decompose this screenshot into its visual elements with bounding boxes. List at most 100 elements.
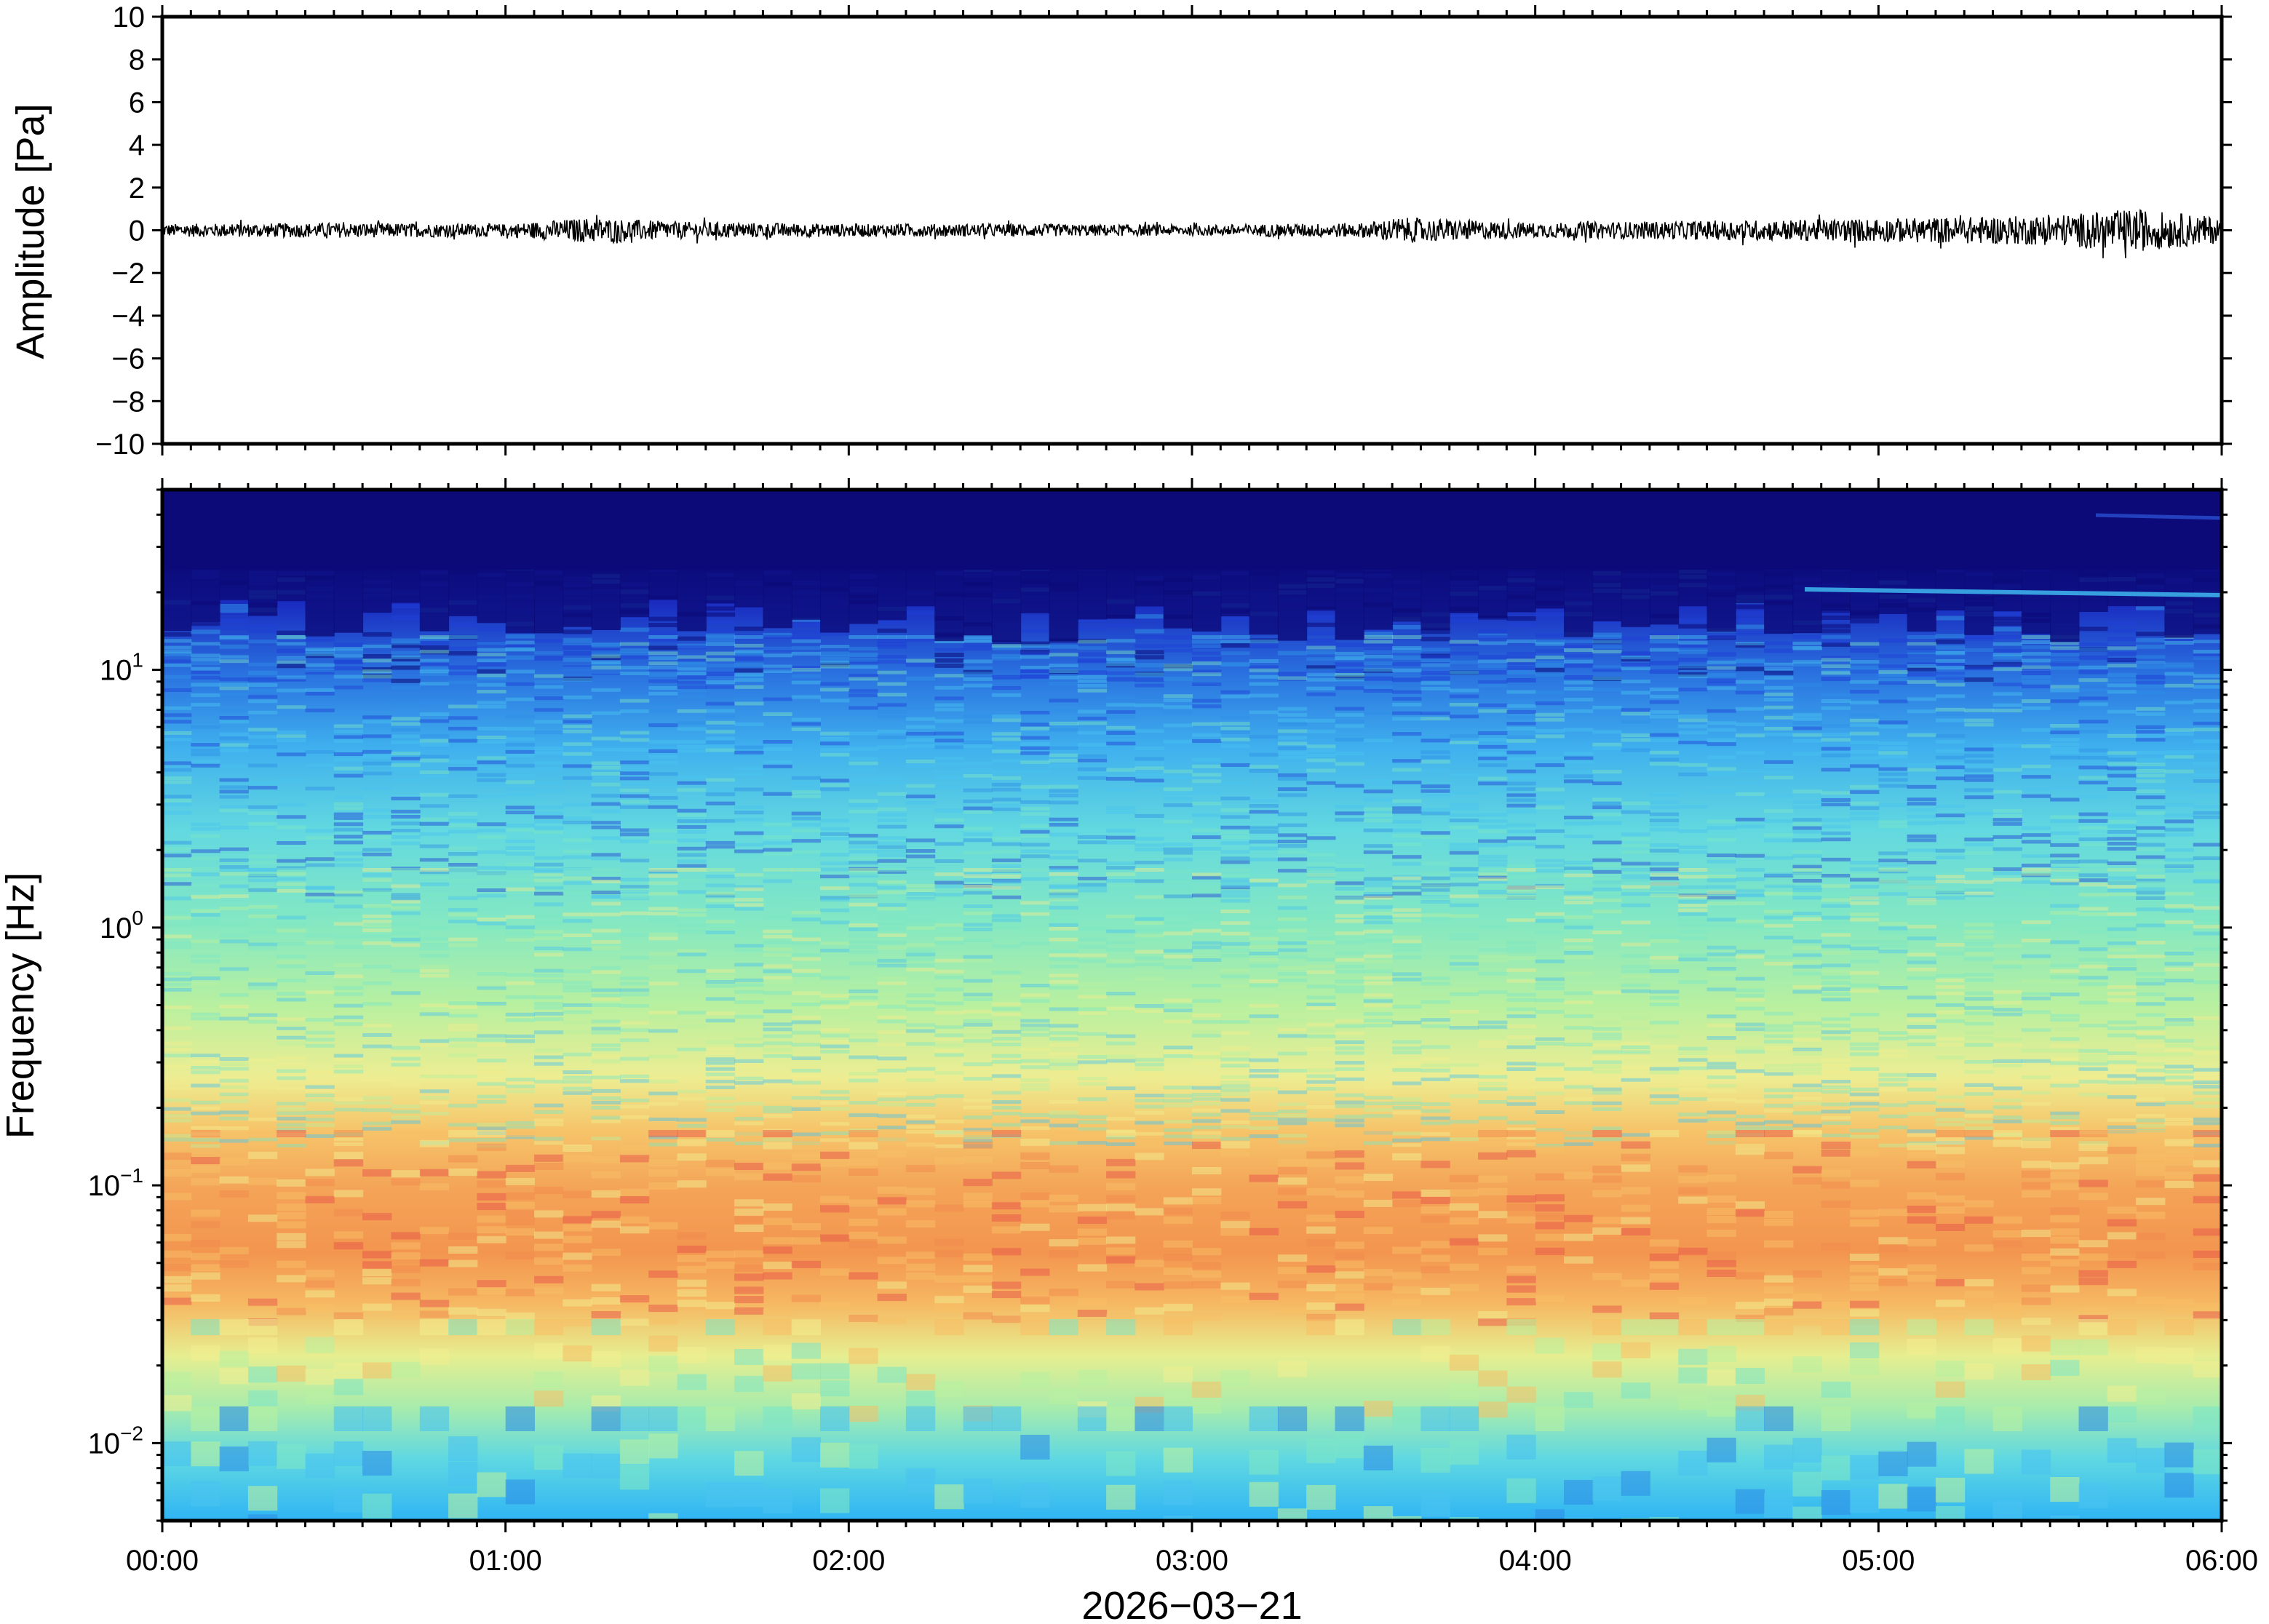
spectrogram-cell	[734, 1141, 764, 1145]
spectrogram-cell	[2136, 730, 2166, 734]
spectrogram-cell	[1420, 1189, 1450, 1197]
spectrogram-cell	[333, 893, 364, 897]
spectrogram-cell	[1478, 813, 1508, 817]
spectrogram-cell	[1907, 650, 1936, 654]
spectrogram-cell	[1821, 693, 1851, 697]
spectrogram-cell	[1163, 664, 1193, 668]
spectrogram-cell	[705, 1302, 736, 1310]
spectrogram-cell	[1992, 692, 2022, 696]
spectrogram-cell	[934, 745, 964, 749]
spectrogram-cell	[477, 926, 506, 930]
spectrogram-cell	[2050, 1061, 2080, 1065]
spectrogram-cell	[934, 872, 964, 877]
spectrogram-cell	[1592, 898, 1622, 902]
spectrogram-cell	[991, 1007, 1022, 1011]
spectrogram-cell	[1392, 1246, 1422, 1254]
spectrogram-cell	[1878, 803, 1908, 808]
spectrogram-cell	[1392, 1010, 1422, 1014]
spectrogram-cell	[333, 802, 364, 806]
spectrogram-cell	[1020, 669, 1050, 674]
spectrogram-cell	[1621, 1153, 1650, 1161]
spectrogram-cell	[877, 670, 907, 674]
spectrogram-cell	[591, 821, 621, 825]
spectrogram-cell	[1735, 1272, 1765, 1280]
spectrogram-cell	[219, 881, 249, 885]
spectrogram-cell	[2050, 1236, 2080, 1244]
spectrogram-cell	[1850, 690, 1880, 694]
spectrogram-cell	[2164, 1064, 2194, 1069]
spectrogram-cell	[2136, 978, 2166, 982]
spectrogram-cell	[877, 807, 907, 811]
spectrogram-cell	[2078, 826, 2108, 830]
spectrogram-cell	[849, 1002, 878, 1006]
spectrogram-cell	[1964, 1022, 1994, 1026]
spectrogram-cell	[2193, 1117, 2222, 1121]
spectrogram-cell	[1420, 1116, 1450, 1121]
spectrogram-cell	[934, 884, 964, 888]
spectrogram-cell	[1106, 639, 1136, 643]
spectrogram-cell	[2107, 658, 2137, 662]
spectrogram-cell	[448, 858, 478, 862]
spectrogram-cell	[1020, 806, 1050, 811]
spectrogram-cell	[705, 974, 736, 979]
spectrogram-cell	[591, 970, 621, 974]
spectrogram-cell	[1821, 893, 1851, 898]
spectrogram-cell	[2050, 868, 2080, 872]
spectrogram-cell	[1220, 850, 1250, 854]
spectrogram-cell	[1764, 760, 1794, 764]
spectrogram-cell	[2136, 655, 2166, 659]
spectrogram-cell	[305, 1038, 335, 1042]
spectrogram-cell	[1106, 1006, 1136, 1011]
spectrogram-cell	[820, 655, 850, 658]
spectrogram-cell	[877, 927, 907, 931]
spectrogram-cell	[362, 1101, 392, 1105]
spectrogram-cell	[963, 1275, 993, 1283]
spectrogram-cell	[591, 650, 621, 655]
spectrogram-cell	[1621, 942, 1650, 947]
spectrogram-cell	[991, 769, 1022, 773]
spectrogram-cell	[1649, 934, 1680, 939]
spectrogram-cell	[534, 747, 564, 751]
spectrogram-cell	[905, 1042, 936, 1046]
spectrogram-cell	[1335, 811, 1364, 816]
spectrogram-cell	[1935, 718, 1966, 723]
spectrogram-cell	[1678, 899, 1708, 904]
spectrogram-cell	[1850, 912, 1880, 917]
spectrogram-cell	[277, 1076, 306, 1080]
spectrogram-cell	[1392, 1200, 1422, 1207]
spectrogram-cell	[2164, 827, 2194, 832]
spectrogram-cell	[1735, 781, 1765, 786]
spectrogram-cell	[1192, 1108, 1222, 1112]
spectrogram-cell	[820, 861, 850, 865]
spectrogram-cell	[277, 922, 306, 926]
spectrogram-cell	[1850, 885, 1880, 889]
spectrogram-cell	[934, 1303, 964, 1311]
spectrogram-cell	[1506, 776, 1536, 780]
spectrogram-cell	[1764, 770, 1794, 774]
spectrogram-cell	[505, 727, 535, 731]
spectrogram-cell	[1792, 896, 1822, 900]
spectrogram-cell	[1621, 843, 1650, 848]
spectrogram-cell	[1134, 766, 1164, 771]
spectrogram-cell	[963, 669, 993, 674]
spectrogram-cell	[277, 739, 306, 742]
spectrogram-cell	[1363, 778, 1394, 782]
spectrogram-cell	[905, 926, 936, 931]
spectrogram-cell	[1535, 1041, 1565, 1046]
spectrogram-cell	[1077, 987, 1108, 992]
spectrogram-cell	[247, 893, 278, 898]
spectrogram-cell	[1249, 883, 1279, 887]
spectrogram-cell	[934, 808, 964, 813]
waveform-line	[162, 209, 2222, 259]
spectrogram-cell	[1850, 983, 1880, 987]
spectrogram-cell	[1649, 861, 1680, 866]
spectrogram-cell	[1020, 710, 1050, 715]
spectrogram-cell	[1878, 1049, 1908, 1053]
spectrogram-cell	[991, 1043, 1022, 1046]
spectrogram-cell	[2050, 1048, 2080, 1053]
spectrogram-cell	[1506, 1127, 1536, 1131]
spectrogram-cell	[1992, 635, 2022, 639]
spectrogram-cell	[2078, 665, 2108, 669]
spectrogram-cell	[563, 1155, 592, 1163]
spectrogram-cell	[677, 1024, 707, 1028]
